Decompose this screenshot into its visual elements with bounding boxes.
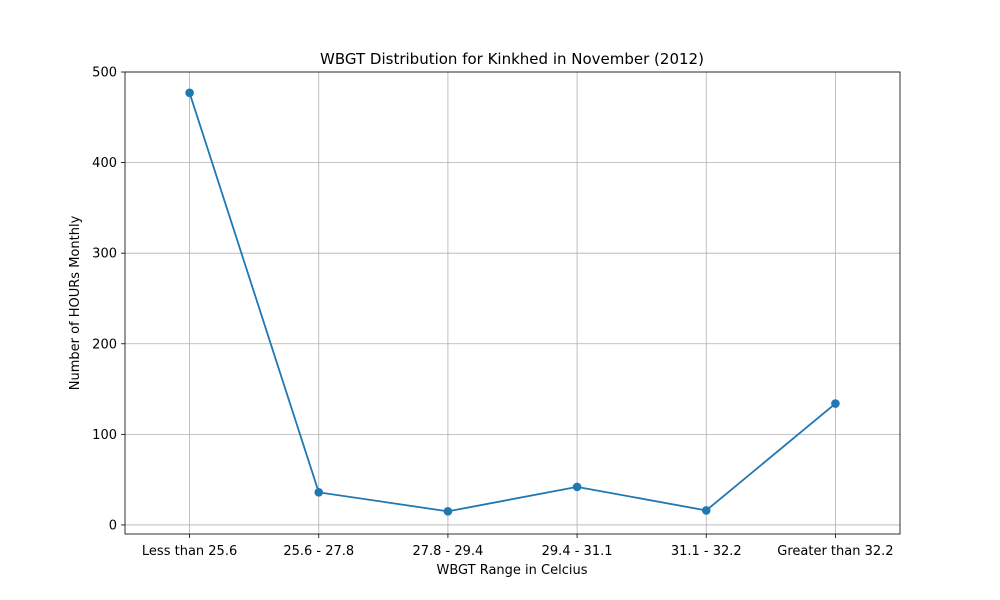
y-tick-label: 300 [92, 247, 117, 262]
y-axis-ticks: 0 100 200 300 400 500 [92, 66, 125, 533]
x-tick-label: 25.6 - 27.8 [283, 544, 354, 559]
grid-lines [125, 71, 900, 534]
plot-frame [124, 71, 901, 535]
x-tick-label: Less than 25.6 [142, 544, 237, 559]
chart-title: WBGT Distribution for Kinkhed in Novembe… [320, 50, 704, 68]
data-point [185, 88, 194, 98]
series-line [188, 92, 836, 513]
x-tick-label: 27.8 - 29.4 [412, 544, 483, 559]
x-tick-label: Greater than 32.2 [777, 544, 893, 559]
data-line [188, 92, 836, 513]
series-markers [185, 88, 840, 516]
y-tick-label: 500 [92, 66, 117, 81]
y-tick-label: 0 [109, 518, 117, 533]
x-axis-ticks: Less than 25.6 25.6 - 27.8 27.8 - 29.4 29.4… [142, 534, 894, 559]
x-axis-label: WBGT Range in Celcius [436, 563, 587, 578]
data-point [701, 506, 711, 515]
y-tick-label: 200 [92, 337, 117, 352]
y-tick-label: 400 [92, 156, 117, 171]
y-tick-label: 100 [92, 428, 117, 443]
x-tick-label: 29.4 - 31.1 [542, 544, 613, 559]
data-point [314, 488, 324, 497]
data-point [831, 399, 840, 408]
data-point [443, 507, 453, 516]
data-point [572, 482, 582, 492]
x-tick-label: 31.1 - 32.2 [671, 544, 742, 559]
y-axis-label: Number of HOURs Monthly [68, 215, 83, 390]
